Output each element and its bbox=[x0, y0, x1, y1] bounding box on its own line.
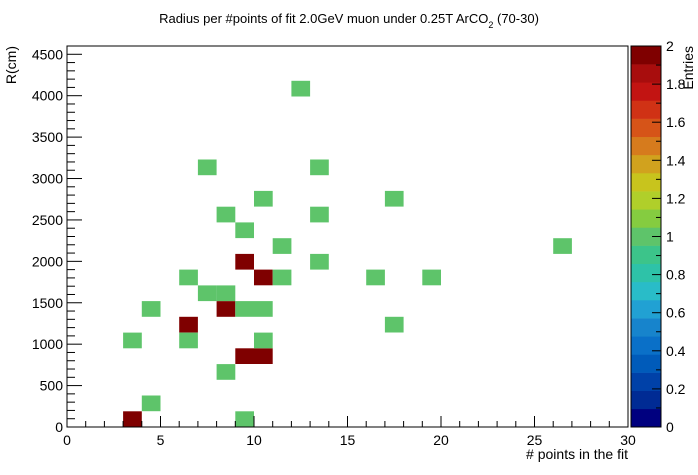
color-scale-label: Entries bbox=[680, 46, 696, 90]
y-axis-label: R(cm) bbox=[3, 46, 19, 84]
color-scale-segment bbox=[631, 191, 661, 210]
heatmap-cell-28 bbox=[216, 206, 236, 223]
heatmap-cell-17 bbox=[216, 285, 236, 302]
x-tick-label: 10 bbox=[246, 432, 262, 448]
chart-title: Radius per #points of fit 2.0GeV muon un… bbox=[159, 11, 539, 30]
z-tick-label: 2 bbox=[666, 38, 674, 54]
y-tick-label: 0 bbox=[55, 419, 63, 435]
heatmap-cell-15 bbox=[254, 301, 273, 317]
color-scale-frame bbox=[630, 45, 662, 428]
color-scale-segment bbox=[631, 173, 661, 192]
heatmap-cell-9 bbox=[254, 332, 273, 349]
x-axis-label: # points in the fit bbox=[526, 446, 628, 462]
heatmap-cell-32 bbox=[197, 159, 217, 176]
heatmap-cell-4 bbox=[216, 364, 236, 380]
color-scale-segment bbox=[631, 118, 661, 138]
x-tick-label: 15 bbox=[340, 432, 356, 448]
heatmap-cell-11 bbox=[384, 316, 404, 333]
color-scale-segment bbox=[631, 227, 661, 246]
x-tick-label: 5 bbox=[157, 432, 165, 448]
heatmap-cell-8 bbox=[179, 332, 198, 349]
color-scale-segment bbox=[631, 318, 661, 337]
axes: 0 5 10 15 20 25 30 0 500 1000 1500 2000 2500 3000 3500… bbox=[32, 45, 636, 448]
heatmap-cell-22 bbox=[422, 269, 441, 286]
heatmap-cell-7 bbox=[123, 332, 142, 349]
heatmap-cell-25 bbox=[272, 238, 292, 254]
heatmap-cell-29 bbox=[310, 206, 329, 223]
z-tick-label: 0.4 bbox=[666, 343, 686, 359]
color-scale-segment bbox=[631, 281, 661, 301]
heatmap-cell-31 bbox=[384, 190, 404, 207]
z-tick-label: 0 bbox=[666, 419, 674, 435]
y-tick-label: 3000 bbox=[32, 171, 63, 187]
y-tick-label: 500 bbox=[40, 378, 64, 394]
y-tick-label: 2000 bbox=[32, 253, 63, 269]
color-scale-segment bbox=[631, 336, 661, 355]
color-scale-segment bbox=[631, 390, 661, 410]
color-scale-segment bbox=[631, 100, 661, 119]
color-scale-segment bbox=[631, 209, 661, 228]
heatmap-cell-10 bbox=[179, 316, 198, 333]
color-scale-segment bbox=[631, 354, 661, 373]
y-tick-label: 3500 bbox=[32, 129, 63, 145]
heatmap-cell-34 bbox=[291, 80, 311, 97]
color-scale-segment bbox=[631, 408, 661, 428]
heatmap-cell-12 bbox=[141, 301, 161, 317]
z-tick-label: 0.8 bbox=[666, 267, 686, 283]
color-scale-segment bbox=[631, 372, 661, 392]
heatmap-cell-21 bbox=[366, 269, 385, 286]
heatmap-cell-6 bbox=[254, 348, 273, 364]
heatmap-cell-1 bbox=[123, 411, 142, 427]
y-tick-label: 4500 bbox=[32, 46, 63, 62]
z-tick-label: 1 bbox=[666, 229, 674, 245]
color-scale-segment bbox=[631, 82, 661, 101]
color-scale-segment bbox=[631, 136, 661, 156]
color-scale-segment bbox=[631, 64, 661, 83]
y-tick-label: 1500 bbox=[32, 295, 63, 311]
x-tick-label: 0 bbox=[63, 432, 71, 448]
x-tick-label: 30 bbox=[620, 432, 636, 448]
z-tick-label: 1.2 bbox=[666, 190, 686, 206]
color-scale: 0 0.2 0.4 0.6 0.8 1 1.2 1.4 1.6 1.8 2 bbox=[631, 38, 686, 435]
y-tick-label: 1000 bbox=[32, 336, 63, 352]
color-scale-segment bbox=[631, 245, 661, 265]
color-scale-segment bbox=[631, 300, 661, 319]
heatmap-cells bbox=[123, 80, 572, 427]
z-tick-label: 1.4 bbox=[666, 152, 686, 168]
chart-title-subscript: 2 bbox=[488, 20, 493, 30]
plot-frame bbox=[66, 45, 629, 428]
z-tick-label: 1.6 bbox=[666, 114, 686, 130]
heatmap-cell-14 bbox=[235, 301, 254, 317]
x-tick-label: 20 bbox=[433, 432, 449, 448]
color-scale-segment bbox=[631, 154, 661, 174]
color-scale-segment bbox=[631, 263, 661, 283]
heatmap-cell-24 bbox=[310, 253, 329, 270]
heatmap-cell-27 bbox=[235, 222, 254, 239]
heatmap-cell-33 bbox=[310, 159, 329, 176]
y-tick-label: 2500 bbox=[32, 212, 63, 228]
heatmap-cell-13 bbox=[216, 301, 236, 317]
heatmap-cell-18 bbox=[179, 269, 198, 286]
heatmap-cell-19 bbox=[254, 269, 273, 286]
heatmap-cell-23 bbox=[235, 253, 254, 270]
y-tick-label: 4000 bbox=[32, 88, 63, 104]
x-tick-label: 25 bbox=[527, 432, 543, 448]
z-tick-label: 1.8 bbox=[666, 76, 686, 92]
z-tick-label: 0.6 bbox=[666, 305, 686, 321]
z-tick-label: 0.2 bbox=[666, 381, 686, 397]
heatmap-cell-30 bbox=[254, 190, 273, 207]
heatmap-cell-2 bbox=[141, 395, 161, 412]
heatmap-cell-26 bbox=[553, 238, 572, 254]
heatmap-cell-16 bbox=[197, 285, 217, 302]
color-scale-segment bbox=[631, 46, 661, 65]
chart-title-tail: (70-30) bbox=[493, 11, 539, 26]
heatmap-cell-20 bbox=[272, 269, 292, 286]
heatmap-cell-3 bbox=[235, 411, 254, 427]
heatmap-cell-5 bbox=[235, 348, 254, 364]
